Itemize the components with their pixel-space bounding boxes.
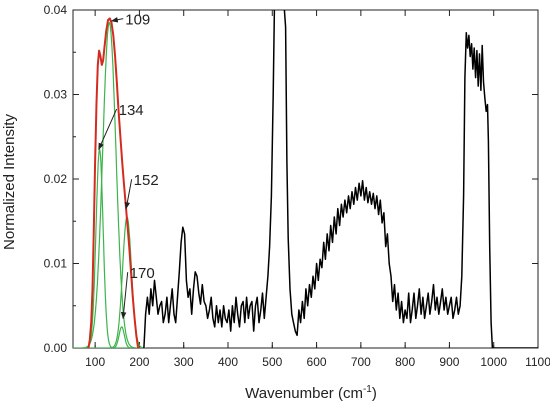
x-tick-label: 500 [262, 355, 282, 369]
x-tick-label: 200 [129, 355, 149, 369]
y-axis-title: Normalized Intensity [1, 114, 18, 250]
annotation-arrow [110, 17, 124, 23]
envelope-line [87, 17, 140, 348]
annotation-label: 134 [119, 102, 144, 119]
y-tick-label: 0.03 [44, 88, 68, 102]
y-tick-label: 0.02 [44, 172, 68, 186]
x-tick-label: 300 [174, 355, 194, 369]
x-tick-label: 100 [85, 355, 105, 369]
fit-component-109 [82, 21, 136, 348]
y-tick-label: 0.00 [44, 341, 68, 355]
y-tick-label: 0.04 [44, 3, 68, 17]
annotation-label: 109 [125, 12, 150, 29]
x-tick-label: 1000 [480, 355, 507, 369]
x-axis-title-end: ) [372, 385, 377, 402]
x-tick-label: 700 [351, 355, 371, 369]
x-axis-title-sup: -1 [363, 384, 372, 395]
annotation-arrow [120, 272, 129, 320]
spectrum-line [143, 10, 538, 348]
series [73, 10, 538, 348]
y-tick-label: 0.01 [44, 257, 68, 271]
x-tick-label: 1100 [525, 355, 550, 369]
x-axis-title: Wavenumber (cm-1) [245, 384, 377, 402]
annotation-arrow [98, 108, 118, 151]
annotations: 109 134 152 170 [98, 12, 159, 320]
x-tick-label: 400 [218, 355, 238, 369]
x-tick-label: 900 [439, 355, 459, 369]
x-tick-label: 800 [395, 355, 415, 369]
x-axis-title-main: Wavenumber (cm [245, 385, 363, 402]
plot-area [73, 10, 538, 348]
ticks: 100 200 300 400 500 600 700 800 900 1000 1100 0.00 0… [44, 3, 550, 369]
annotation-arrow [124, 179, 133, 210]
annotation-label: 152 [134, 172, 159, 189]
annotation-label: 170 [130, 265, 155, 282]
x-tick-label: 600 [307, 355, 327, 369]
